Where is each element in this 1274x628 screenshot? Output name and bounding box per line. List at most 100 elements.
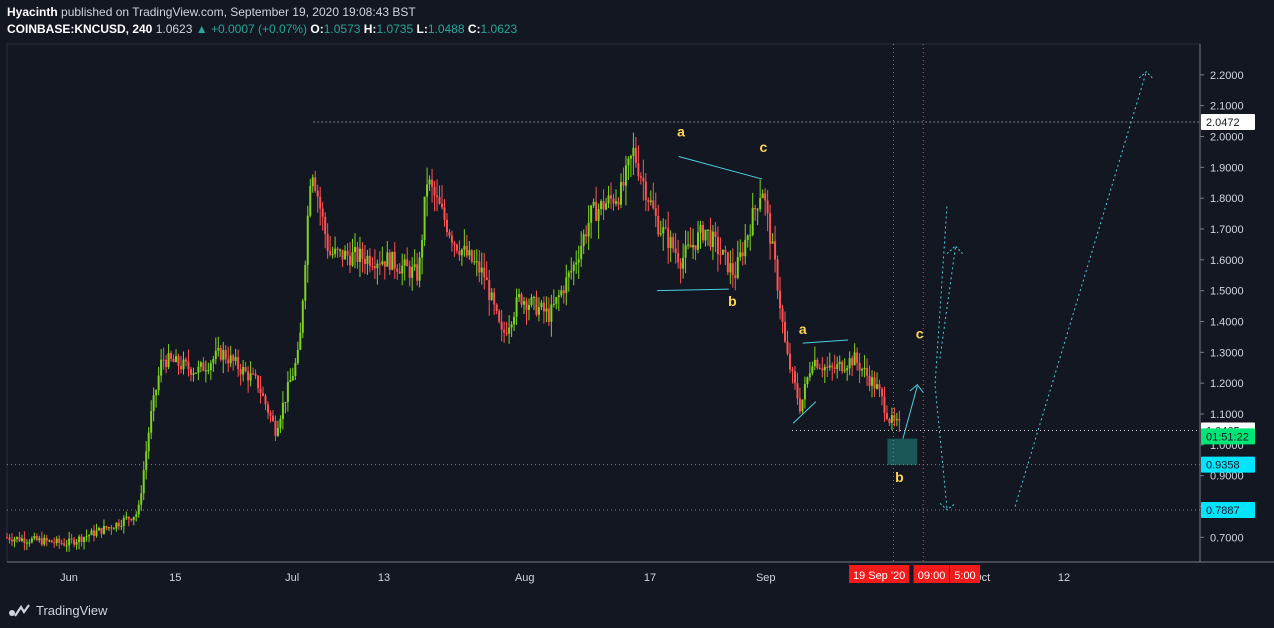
close-label: C: xyxy=(467,22,481,36)
projection-arrow-solid[interactable] xyxy=(902,386,918,439)
candle-body xyxy=(547,308,550,322)
candle-body xyxy=(115,522,118,529)
candle-body xyxy=(784,321,787,342)
candle-body xyxy=(353,247,356,253)
candle-body xyxy=(304,265,307,301)
arrow-head-icon xyxy=(909,383,924,393)
candle-body xyxy=(617,201,620,205)
candle-body xyxy=(368,255,371,266)
target-zone-box[interactable] xyxy=(887,438,918,465)
wave-label[interactable]: c xyxy=(916,325,924,341)
candle-body xyxy=(212,358,215,364)
projection-up-long[interactable] xyxy=(1014,71,1147,507)
candle-body xyxy=(229,355,232,364)
wave-label[interactable]: b xyxy=(728,293,737,309)
tradingview-logo[interactable]: TradingView xyxy=(8,603,108,618)
candle-body xyxy=(344,250,347,260)
candle-body xyxy=(291,375,294,381)
candle-body xyxy=(192,373,195,375)
time-axis[interactable]: Jun15Jul13Aug17Sep28Oct1219 Sep '2009:00… xyxy=(60,565,1070,584)
candle-body xyxy=(562,290,565,294)
wave-label[interactable]: c xyxy=(759,139,767,155)
candle-body xyxy=(179,365,182,370)
candle-body xyxy=(592,201,595,206)
candle-body xyxy=(699,225,702,233)
candle-body xyxy=(90,530,93,536)
price-tick-label: 1.9000 xyxy=(1210,162,1244,174)
candle-body xyxy=(242,367,245,375)
candle-body xyxy=(150,411,153,433)
symbol-name[interactable]: COINBASE:KNCUSD, 240 xyxy=(7,22,153,36)
price-tick-label: 2.2000 xyxy=(1210,70,1244,82)
candle-body xyxy=(232,355,235,361)
candle-body xyxy=(107,527,110,529)
time-tick-label: Jul xyxy=(285,572,299,584)
candle-body xyxy=(716,237,719,255)
price-label-box xyxy=(1201,113,1255,130)
author-name[interactable]: Hyacinth xyxy=(7,5,58,19)
triangle-upper-line-1[interactable] xyxy=(678,156,763,180)
triangle-lower-line-1[interactable] xyxy=(657,288,729,292)
candle-body xyxy=(525,301,528,310)
candle-body xyxy=(448,232,451,236)
price-axis[interactable]: 2.2000 2.1000 2.0000 1.9000 1.8000 1.7000 1.60… xyxy=(1200,70,1255,545)
candle-body xyxy=(237,357,240,370)
candle-body xyxy=(709,229,712,247)
candle-body xyxy=(276,427,279,436)
candle-body xyxy=(667,228,670,249)
candle-body xyxy=(808,373,811,378)
candle-body xyxy=(445,219,448,233)
candle-body xyxy=(791,369,794,372)
candle-body xyxy=(182,359,185,370)
candle-body xyxy=(311,177,314,187)
chart-header: Hyacinth published on TradingView.com, S… xyxy=(0,0,1274,40)
candle-body xyxy=(349,255,352,266)
price-change: ▲ +0.0007 (+0.07%) xyxy=(195,22,308,36)
candle-body xyxy=(324,216,327,235)
candle-body xyxy=(813,359,816,367)
chart-area[interactable]: a c b a c b 2.2000 2.1000 2.0000 1.9000 1.8000 1.7… xyxy=(0,40,1274,595)
candle-body xyxy=(175,356,178,363)
candle-body xyxy=(756,209,759,211)
candle-body xyxy=(798,398,801,412)
candle-body xyxy=(582,234,585,246)
candle-body xyxy=(247,371,250,381)
candle-body xyxy=(396,268,399,272)
time-tick-label: Sep xyxy=(756,572,776,584)
candle-body xyxy=(8,537,11,540)
wave-label[interactable]: b xyxy=(895,469,904,485)
price-tick-label: 1.7000 xyxy=(1210,224,1244,236)
candle-body xyxy=(523,301,526,305)
candle-body xyxy=(135,514,138,517)
price-tick-label: 0.7000 xyxy=(1210,532,1244,544)
candle-body xyxy=(274,420,277,436)
wave-label[interactable]: a xyxy=(677,124,685,140)
candle-body xyxy=(629,155,632,159)
triangle-upper-line-2[interactable] xyxy=(802,339,849,344)
price-label: 2.0472 xyxy=(1206,117,1240,129)
candle-body xyxy=(786,341,789,354)
candle-body xyxy=(520,294,523,305)
candle-body xyxy=(550,304,553,322)
candle-body xyxy=(132,516,135,521)
candle-body xyxy=(565,277,568,294)
triangle-lower-line-2[interactable] xyxy=(792,401,817,424)
price-chart[interactable]: a c b a c b 2.2000 2.1000 2.0000 1.9000 1.8000 1.7… xyxy=(0,40,1274,595)
candle-body xyxy=(811,366,814,374)
candle-body xyxy=(627,158,630,166)
time-tick-label: 15 xyxy=(169,572,181,584)
wave-label[interactable]: a xyxy=(799,321,807,337)
candle-body xyxy=(674,248,677,253)
candle-body xyxy=(759,198,762,210)
projection-down[interactable] xyxy=(934,386,948,510)
candle-body xyxy=(436,195,439,197)
candle-body xyxy=(125,516,128,518)
candle-body xyxy=(351,252,354,266)
candle-body xyxy=(257,375,260,389)
projection-up-mid[interactable] xyxy=(939,247,956,359)
candle-body xyxy=(729,263,732,273)
candle-body xyxy=(453,242,456,245)
candle-body xyxy=(227,359,230,364)
candle-body xyxy=(642,177,645,182)
candle-body xyxy=(595,201,598,221)
